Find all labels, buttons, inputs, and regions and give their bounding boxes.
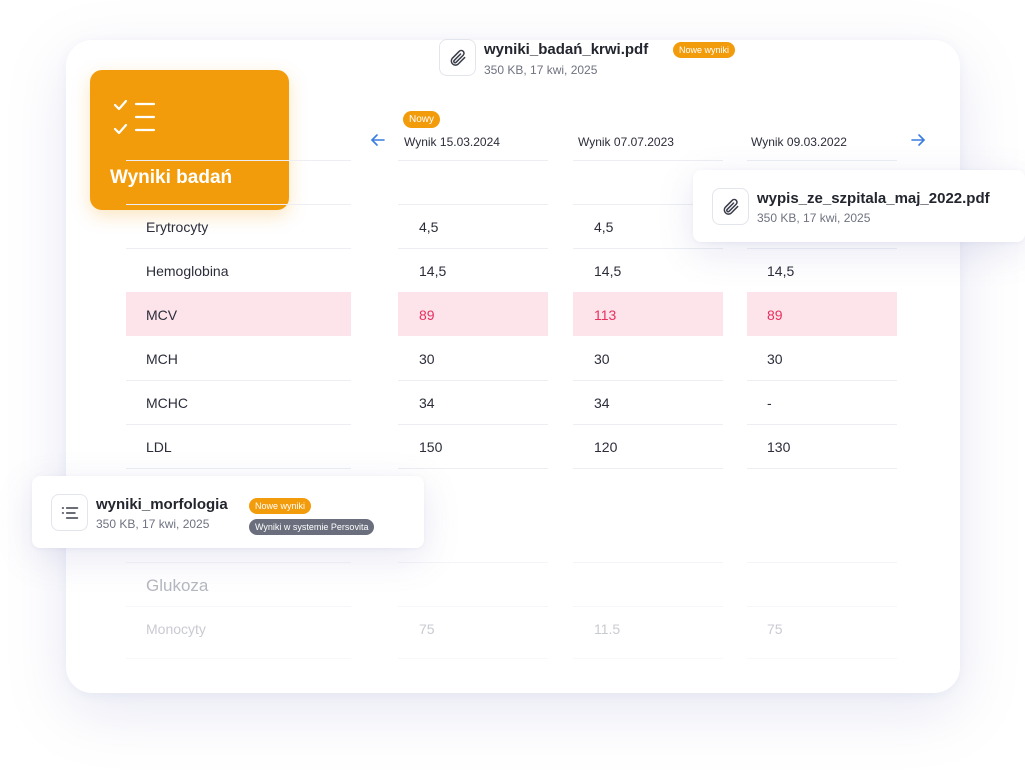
table-cell: 120 xyxy=(594,439,618,455)
table-cell: 4,5 xyxy=(419,219,439,235)
list-icon xyxy=(51,494,88,531)
arrow-left-icon[interactable] xyxy=(370,132,386,148)
table-cell: 14,5 xyxy=(594,263,622,279)
row-label: MCHC xyxy=(146,395,188,411)
column-header[interactable]: Wynik 09.03.2022 xyxy=(751,135,847,149)
new-results-pill: Nowe wyniki xyxy=(249,498,312,514)
cell-highlight xyxy=(398,292,548,336)
cell-highlight xyxy=(747,292,897,336)
table-cell: 150 xyxy=(419,439,443,455)
row-label: Hemoglobina xyxy=(146,263,229,279)
table-cell: 34 xyxy=(419,395,435,411)
file-meta: 350 KB, 17 kwi, 2025 xyxy=(96,517,210,531)
file-card-hospital-discharge[interactable]: wypis_ze_szpitala_maj_2022.pdf 350 KB, 1… xyxy=(693,170,1025,242)
file-card-blood-results[interactable]: wyniki_badań_krwi.pdf Nowe wyniki 350 KB… xyxy=(430,30,760,86)
row-label: MCV xyxy=(146,307,178,323)
paperclip-icon xyxy=(712,188,749,225)
table-cell: 34 xyxy=(594,395,610,411)
arrow-right-icon[interactable] xyxy=(910,132,926,148)
table-cell: 30 xyxy=(767,351,783,367)
badge-title: Wyniki badań xyxy=(110,167,233,188)
table-cell: 14,5 xyxy=(419,263,447,279)
paperclip-icon xyxy=(439,39,476,76)
section-title: Glukoza xyxy=(146,576,209,595)
row-label: Erytrocyty xyxy=(146,219,209,235)
table-cell: 130 xyxy=(767,439,791,455)
file-card-morphology[interactable]: wyniki_morfologia Nowe wyniki 350 KB, 17… xyxy=(32,476,424,548)
table-cell-alert: 89 xyxy=(767,307,783,323)
file-meta: 350 KB, 17 kwi, 2025 xyxy=(484,63,598,77)
table-cell: 30 xyxy=(419,351,435,367)
table-cell: - xyxy=(767,395,772,411)
table-cell: 14,5 xyxy=(767,263,795,279)
table-cell-alert: 113 xyxy=(594,307,617,323)
new-tag: Nowy xyxy=(403,111,440,128)
file-name: wypis_ze_szpitala_maj_2022.pdf xyxy=(757,190,990,207)
file-name: wyniki_morfologia xyxy=(96,496,228,513)
system-results-pill: Wyniki w systemie Persovita xyxy=(249,519,375,535)
row-highlight xyxy=(126,292,351,336)
column-header[interactable]: Wynik 15.03.2024 xyxy=(404,135,500,149)
checklist-icon xyxy=(113,99,156,135)
row-label: Monocyty xyxy=(146,621,206,637)
file-meta: 350 KB, 17 kwi, 2025 xyxy=(757,211,871,225)
file-name: wyniki_badań_krwi.pdf xyxy=(484,41,649,58)
table-cell: 75 xyxy=(419,621,435,637)
row-label: LDL xyxy=(146,439,172,455)
test-results-badge[interactable]: Wyniki badań xyxy=(90,70,289,210)
table-cell: 75 xyxy=(767,621,783,637)
row-label: MCH xyxy=(146,351,178,367)
cell-highlight xyxy=(573,292,723,336)
column-header[interactable]: Wynik 07.07.2023 xyxy=(578,135,674,149)
table-cell: 30 xyxy=(594,351,610,367)
table-cell: 4,5 xyxy=(594,219,614,235)
table-cell: 11.5 xyxy=(594,621,621,637)
table-cell-alert: 89 xyxy=(419,307,435,323)
new-results-pill: Nowe wyniki xyxy=(673,42,736,58)
